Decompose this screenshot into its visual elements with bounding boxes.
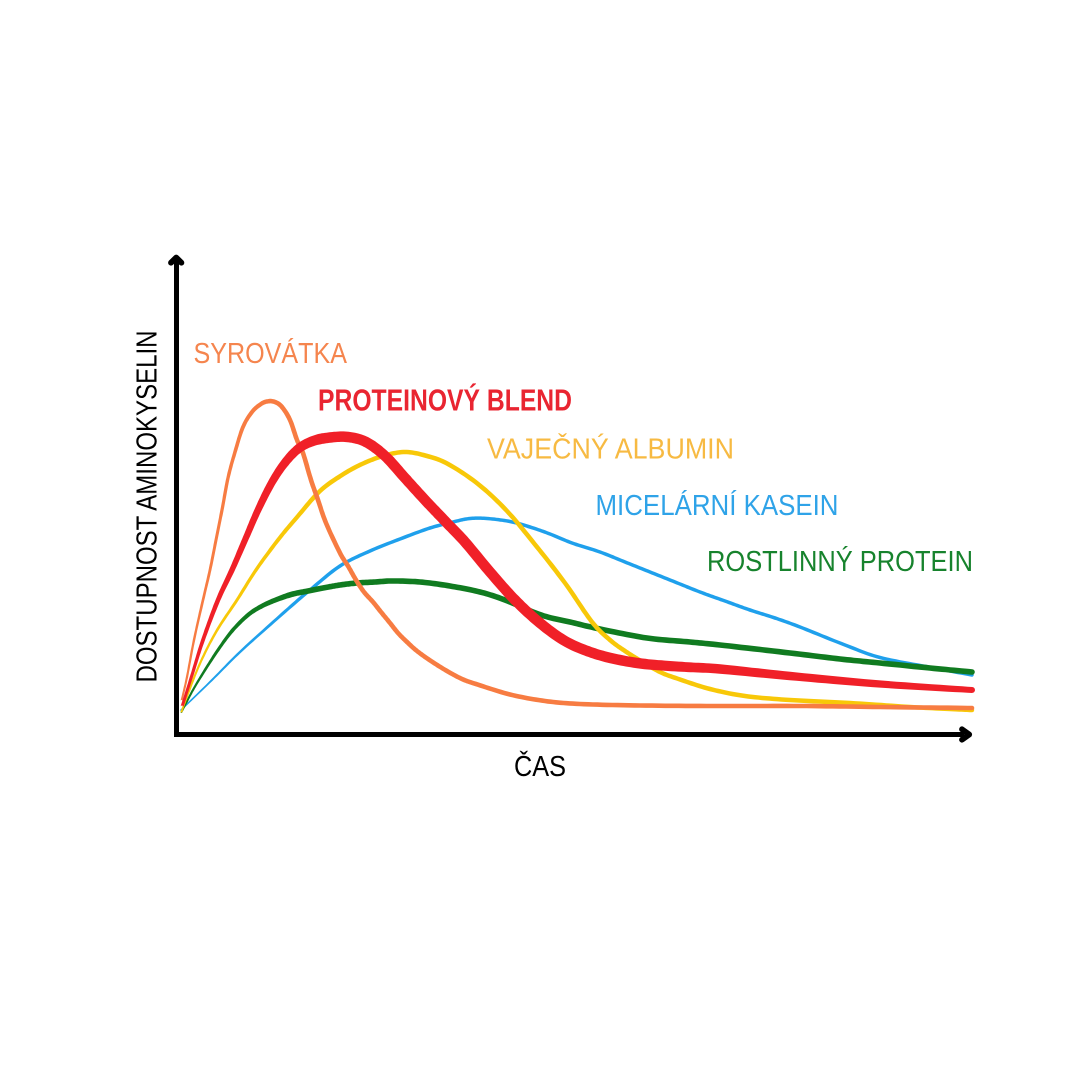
svg-text:DOSTUPNOST AMINOKYSELIN: DOSTUPNOST AMINOKYSELIN: [132, 331, 164, 683]
svg-text:VAJEČNÝ ALBUMIN: VAJEČNÝ ALBUMIN: [487, 432, 734, 466]
svg-text:ROSTLINNÝ PROTEIN: ROSTLINNÝ PROTEIN: [707, 545, 973, 578]
svg-text:ČAS: ČAS: [514, 749, 566, 783]
svg-text:MICELÁRNÍ KASEIN: MICELÁRNÍ KASEIN: [596, 489, 839, 522]
svg-text:PROTEINOVÝ BLEND: PROTEINOVÝ BLEND: [318, 383, 572, 418]
svg-text:SYROVÁTKA: SYROVÁTKA: [194, 337, 348, 370]
